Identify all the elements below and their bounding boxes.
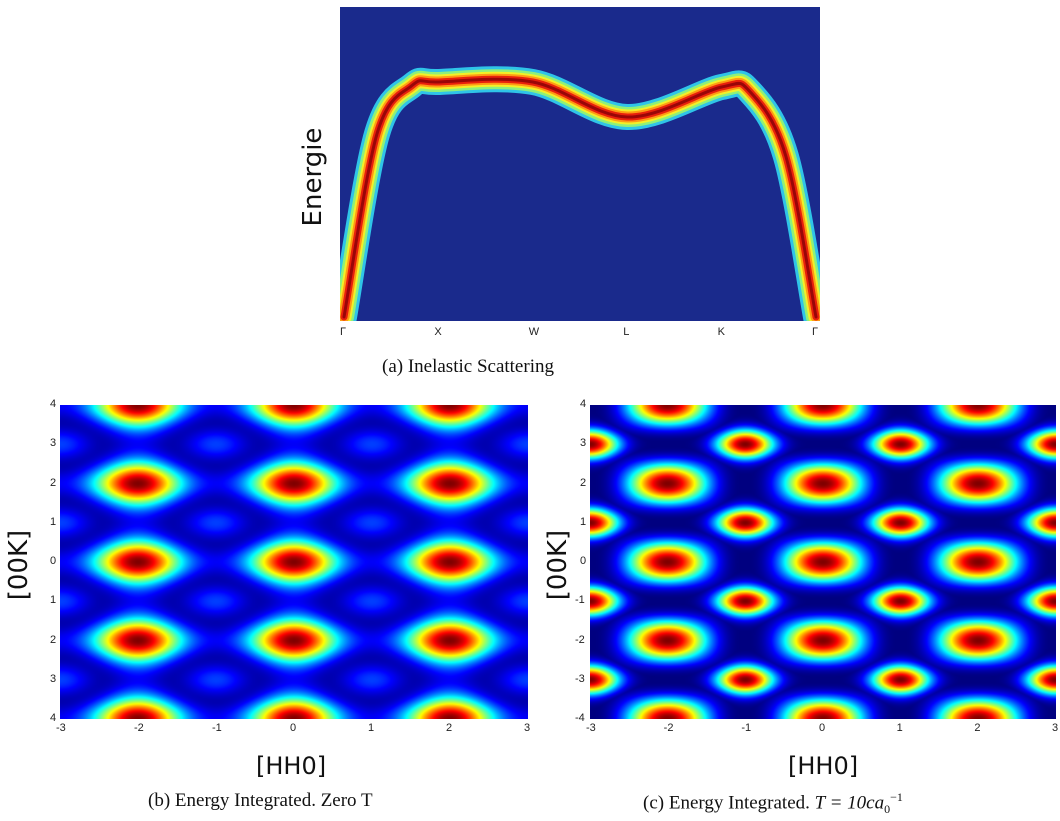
- panel-a-xtick: W: [528, 326, 540, 338]
- panel-c-ytick: 3: [580, 437, 587, 450]
- panel-c-ytick: 4: [580, 398, 587, 410]
- panel-c-xtick: 0: [819, 722, 826, 734]
- panel-c-xlabel: [HH0]: [788, 752, 859, 780]
- panel-c-xtick: -2: [663, 722, 674, 734]
- panel-c-caption: (c) Energy Integrated. T = 10ca0−1: [643, 790, 903, 817]
- panel-b-xtick: -2: [134, 722, 144, 734]
- panel-a-xtick: X: [434, 326, 442, 338]
- panel-b-xtick: -3: [56, 722, 66, 734]
- panel-b-caption: (b) Energy Integrated. Zero T: [148, 790, 373, 811]
- panel-a-ylabel: Energie: [298, 127, 328, 227]
- panel-a-xtick: Γ: [340, 326, 347, 338]
- band-layer-5: [342, 77, 818, 319]
- panel-c-xtick: -1: [741, 722, 752, 734]
- panel-b-heatmap: [60, 405, 528, 719]
- panel-c-ylabel: [00K]: [543, 529, 573, 601]
- panel-b-ytick: 1: [50, 515, 57, 528]
- panel-c-heatmap: [590, 405, 1056, 719]
- panel-b-ytick: 1: [50, 594, 57, 607]
- panel-c-plot: [590, 405, 1056, 719]
- panel-c-ytick: -1: [575, 594, 585, 607]
- panel-a-xtick: K: [717, 326, 725, 338]
- panel-b-xlabel: [HH0]: [256, 752, 327, 780]
- panel-c-caption-math: T = 10ca: [814, 792, 885, 814]
- panel-b-xtick: 1: [368, 722, 375, 734]
- panel-b-plot: [60, 405, 528, 719]
- panel-c-xtick: 2: [974, 722, 981, 734]
- panel-c-ytick: -4: [575, 712, 585, 724]
- panel-c-ytick: -2: [575, 633, 585, 646]
- panel-b-ytick: 2: [50, 633, 57, 646]
- panel-c-xtick: 3: [1052, 722, 1059, 734]
- panel-c-caption-sub: 0: [884, 802, 891, 817]
- panel-c-ytick: 0: [580, 555, 587, 567]
- band-layer-0: [340, 66, 820, 321]
- panel-a-band-svg: [340, 66, 820, 321]
- panel-a-caption: (a) Inelastic Scattering: [382, 356, 554, 377]
- panel-b-ylabel: [00K]: [4, 529, 34, 601]
- panel-b-xtick: 2: [446, 722, 453, 734]
- panel-b-ytick: 4: [50, 712, 57, 724]
- panel-c-caption-sup: −1: [890, 790, 903, 804]
- panel-b-ytick: 3: [50, 672, 57, 685]
- panel-b-xtick: -1: [212, 722, 222, 734]
- panel-a-plot: [340, 7, 820, 321]
- panel-c-xtick: -3: [586, 722, 596, 734]
- panel-a-xtick: Γ: [812, 326, 819, 338]
- panel-c-caption-prefix: (c) Energy Integrated.: [643, 792, 815, 814]
- panel-c-xtick: 1: [896, 722, 903, 734]
- panel-c-ytick: -3: [575, 672, 585, 685]
- panel-a-xtick: L: [623, 326, 630, 338]
- panel-b-ytick: 0: [50, 555, 57, 567]
- panel-b-xtick: 0: [290, 722, 297, 734]
- panel-b-ytick: 2: [50, 476, 57, 489]
- panel-b-xtick: 3: [524, 722, 531, 734]
- panel-b-ytick: 4: [50, 398, 57, 410]
- panel-c-ytick: 2: [580, 476, 587, 489]
- panel-b-ytick: 3: [50, 437, 57, 450]
- panel-c-ytick: 1: [580, 515, 587, 528]
